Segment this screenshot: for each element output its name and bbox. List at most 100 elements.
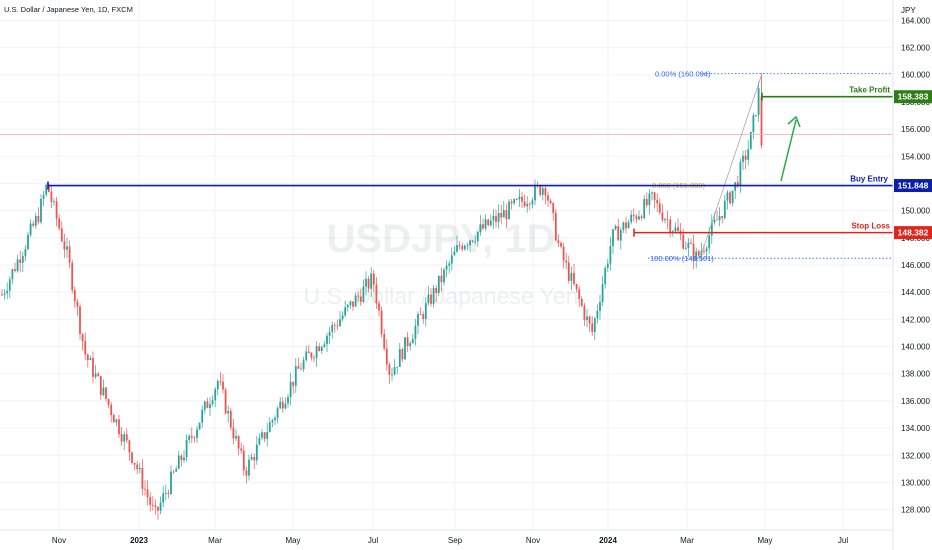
candle-body bbox=[141, 467, 144, 489]
candle-body bbox=[42, 194, 45, 199]
candle-body bbox=[214, 389, 217, 401]
candle-body bbox=[185, 439, 188, 458]
candle-body bbox=[151, 504, 154, 506]
candle-body bbox=[79, 306, 81, 335]
time-axis[interactable]: Nov 2023 Mar May Jul Sep Nov 2024 Mar May Jul bbox=[52, 536, 848, 545]
candle-body bbox=[682, 234, 685, 249]
candle-body bbox=[211, 400, 214, 405]
fib-trend-line bbox=[699, 73, 763, 259]
candle-body bbox=[567, 262, 570, 281]
candle-body bbox=[237, 436, 240, 449]
candle-body bbox=[102, 387, 105, 396]
candle-body bbox=[281, 401, 284, 409]
candle-body bbox=[320, 346, 323, 351]
candle-body bbox=[411, 338, 414, 344]
candle-body bbox=[419, 314, 422, 315]
symbol-title: U.S. Dollar / Japanese Yen, 1D, FXCM bbox=[4, 5, 133, 14]
candle-body bbox=[344, 307, 347, 316]
arrow-head bbox=[787, 115, 801, 128]
candle-body bbox=[188, 435, 191, 440]
candle-body bbox=[625, 222, 627, 229]
candle-body bbox=[450, 255, 453, 264]
candle-body bbox=[482, 224, 484, 229]
candle-body bbox=[612, 229, 614, 246]
fib-top-label: 0.00% (160.094) bbox=[655, 69, 711, 78]
candle-body bbox=[276, 408, 279, 418]
candle-body bbox=[219, 381, 222, 382]
candle-body bbox=[287, 397, 289, 404]
candle-body bbox=[609, 245, 612, 264]
candle-body bbox=[92, 358, 94, 377]
candle-body bbox=[3, 293, 6, 295]
time-tick-label: Mar bbox=[208, 536, 222, 545]
candle-body bbox=[29, 223, 32, 235]
take-profit-tag-bg bbox=[894, 90, 932, 104]
candle-body bbox=[284, 403, 287, 409]
buy-entry-level[interactable]: Buy Entry bbox=[47, 175, 893, 190]
candle-body bbox=[505, 210, 508, 220]
candle-body bbox=[297, 366, 300, 369]
candle-body bbox=[437, 275, 440, 293]
candle-body bbox=[440, 275, 443, 283]
candle-body bbox=[393, 367, 396, 375]
candle-body bbox=[513, 199, 516, 204]
projection-arrow[interactable] bbox=[780, 115, 801, 182]
candle-body bbox=[71, 262, 74, 291]
candle-body bbox=[713, 219, 716, 223]
candle-body bbox=[201, 409, 204, 423]
candle-body bbox=[430, 294, 432, 304]
candle-body bbox=[235, 436, 237, 439]
candle-body bbox=[216, 381, 219, 390]
candle-body bbox=[40, 198, 42, 223]
candle-body bbox=[203, 401, 206, 410]
candle-body bbox=[245, 470, 248, 476]
candle-body bbox=[131, 452, 133, 463]
time-tick-label: Sep bbox=[448, 536, 463, 545]
candle-body bbox=[331, 324, 334, 332]
take-profit-level[interactable]: Take Profit bbox=[761, 86, 893, 101]
candle-body bbox=[105, 387, 107, 400]
candle-body bbox=[248, 459, 250, 476]
buy-entry-price: 151.848 bbox=[898, 181, 929, 191]
candle-body bbox=[138, 467, 141, 470]
candle-body bbox=[99, 376, 102, 396]
candle-body bbox=[687, 242, 690, 248]
candle-body bbox=[549, 200, 552, 204]
candle-body bbox=[476, 231, 479, 242]
candle-body bbox=[159, 502, 162, 511]
candle-body bbox=[372, 273, 375, 285]
candle-body bbox=[242, 450, 245, 471]
candle-body bbox=[58, 218, 61, 229]
candle-body bbox=[172, 471, 175, 473]
candle-body bbox=[313, 357, 315, 359]
candle-body bbox=[128, 440, 131, 453]
candle-body bbox=[453, 251, 456, 256]
candle-body bbox=[21, 255, 24, 263]
candle-body bbox=[534, 184, 536, 201]
candle-body bbox=[495, 216, 497, 222]
candle-body bbox=[177, 455, 180, 469]
candle-body bbox=[209, 404, 211, 408]
stop-loss-price: 148.382 bbox=[898, 228, 929, 238]
candle-body bbox=[292, 381, 295, 386]
candle-body bbox=[521, 196, 523, 202]
candle-body bbox=[110, 404, 113, 416]
candle-body bbox=[336, 325, 339, 327]
candle-body bbox=[339, 319, 341, 326]
candle-body bbox=[154, 505, 157, 507]
candle-body bbox=[357, 295, 360, 297]
candle-body bbox=[323, 344, 326, 347]
price-tick-label: 140.000 bbox=[901, 343, 930, 352]
candle-body bbox=[640, 216, 643, 219]
stop-loss-level[interactable]: Stop Loss bbox=[633, 222, 893, 237]
candle-body bbox=[708, 235, 711, 249]
price-axis-unit: JPY bbox=[901, 6, 916, 15]
candle-body bbox=[645, 199, 648, 206]
candle-body bbox=[515, 199, 518, 200]
candle-body bbox=[747, 149, 750, 160]
price-tick-label: 142.000 bbox=[901, 315, 930, 324]
candle-body bbox=[671, 231, 674, 233]
candle-body bbox=[677, 227, 679, 231]
candle-body bbox=[573, 272, 575, 284]
